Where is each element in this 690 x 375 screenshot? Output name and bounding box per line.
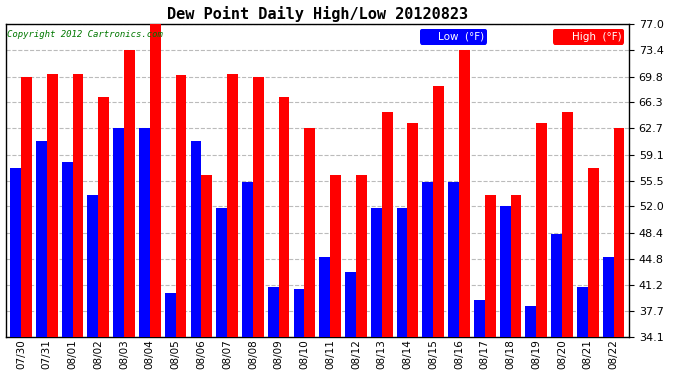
Legend: High  (°F): High (°F) — [553, 29, 624, 45]
Bar — [459, 50, 470, 337]
Bar — [356, 175, 367, 337]
Bar — [448, 182, 459, 337]
Bar — [253, 76, 264, 337]
Bar — [551, 234, 562, 337]
Bar — [175, 75, 186, 337]
Bar — [603, 257, 613, 337]
Bar — [10, 168, 21, 337]
Bar — [21, 76, 32, 337]
Bar — [98, 97, 109, 337]
Bar — [422, 182, 433, 337]
Bar — [113, 128, 124, 337]
Bar — [577, 286, 588, 337]
Bar — [216, 208, 227, 337]
Bar — [190, 141, 201, 337]
Bar — [500, 206, 511, 337]
Bar — [268, 286, 279, 337]
Bar — [304, 128, 315, 337]
Bar — [139, 128, 150, 337]
Bar — [526, 306, 536, 337]
Bar — [72, 74, 83, 337]
Bar — [536, 123, 547, 337]
Bar — [382, 112, 393, 337]
Bar — [511, 195, 522, 337]
Bar — [88, 195, 98, 337]
Bar — [588, 168, 599, 337]
Bar — [397, 208, 408, 337]
Bar — [613, 128, 624, 337]
Bar — [474, 300, 485, 337]
Bar — [279, 97, 290, 337]
Bar — [242, 182, 253, 337]
Bar — [562, 112, 573, 337]
Bar — [47, 74, 57, 337]
Bar — [124, 50, 135, 337]
Bar — [371, 208, 382, 337]
Bar — [227, 74, 238, 337]
Bar — [150, 24, 161, 337]
Text: Copyright 2012 Cartronics.com: Copyright 2012 Cartronics.com — [7, 30, 163, 39]
Title: Dew Point Daily High/Low 20120823: Dew Point Daily High/Low 20120823 — [167, 6, 468, 21]
Bar — [485, 195, 495, 337]
Bar — [201, 175, 213, 337]
Bar — [319, 257, 331, 337]
Bar — [433, 86, 444, 337]
Bar — [165, 293, 175, 337]
Bar — [331, 175, 341, 337]
Bar — [293, 290, 304, 337]
Bar — [345, 272, 356, 337]
Bar — [408, 123, 418, 337]
Bar — [61, 162, 72, 337]
Bar — [36, 141, 47, 337]
